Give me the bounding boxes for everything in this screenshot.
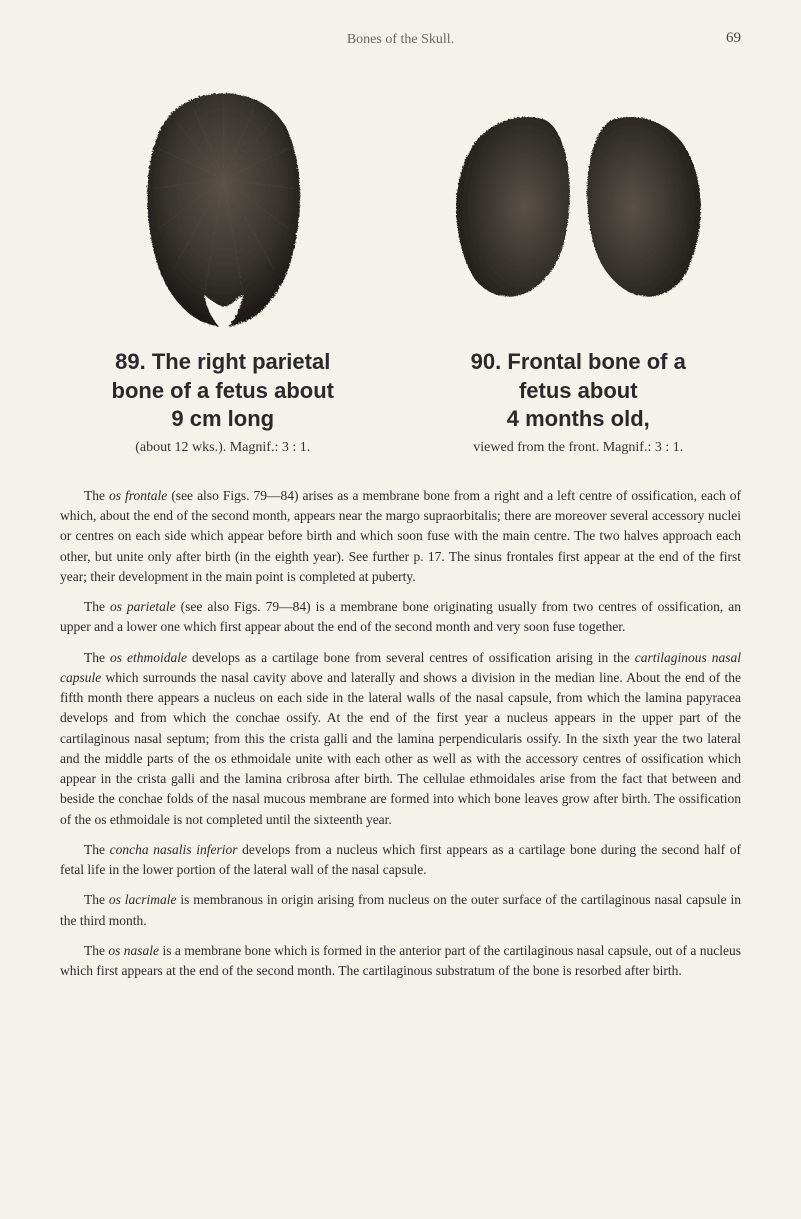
paragraph-3: The os ethmoidale develops as a cartilag… bbox=[60, 648, 741, 830]
frontal-bone-right-illustration bbox=[582, 103, 712, 303]
text-span: The bbox=[84, 892, 109, 907]
paragraph-2: The os parietale (see also Figs. 79—84) … bbox=[60, 597, 741, 638]
figure-number: 90. bbox=[471, 349, 502, 374]
text-span: is a membrane bone which is formed in th… bbox=[60, 943, 741, 978]
text-span: The bbox=[84, 488, 109, 503]
figure-right-caption: viewed from the front. Magnif.: 3 : 1. bbox=[416, 440, 742, 456]
text-span: The bbox=[84, 650, 110, 665]
figure-left-title: 89. The right parietal bone of a fetus a… bbox=[60, 348, 386, 434]
term-concha-nasalis-inferior: concha nasalis inferior bbox=[110, 842, 238, 857]
figure-title-line1: The right parietal bbox=[152, 349, 330, 374]
figure-right: 90. Frontal bone of a fetus about 4 mont… bbox=[416, 73, 742, 456]
figure-title-line3: 4 months old, bbox=[507, 406, 650, 431]
paragraph-1: The os frontale (see also Figs. 79—84) a… bbox=[60, 486, 741, 587]
paragraph-5: The os lacrimale is membranous in origin… bbox=[60, 890, 741, 931]
body-text: The os frontale (see also Figs. 79—84) a… bbox=[60, 486, 741, 982]
figure-left: 89. The right parietal bone of a fetus a… bbox=[60, 73, 386, 456]
figure-number: 89. bbox=[115, 349, 146, 374]
figure-left-image bbox=[60, 73, 386, 333]
figure-title-line2: bone of a fetus about bbox=[112, 378, 334, 403]
text-span: which surrounds the nasal cavity above a… bbox=[60, 670, 741, 827]
paragraph-6: The os nasale is a membrane bone which i… bbox=[60, 941, 741, 982]
term-os-frontale: os frontale bbox=[109, 488, 167, 503]
text-span: The bbox=[84, 943, 108, 958]
paragraph-4: The concha nasalis inferior develops fro… bbox=[60, 840, 741, 881]
text-span: develops as a cartilage bone from severa… bbox=[187, 650, 635, 665]
text-span: The bbox=[84, 842, 110, 857]
frontal-bone-left-illustration bbox=[444, 103, 574, 303]
term-os-ethmoidale: os ethmoidale bbox=[110, 650, 187, 665]
figure-title-line1: Frontal bone of a bbox=[507, 349, 685, 374]
figure-right-image bbox=[416, 73, 742, 333]
text-span: The bbox=[84, 599, 110, 614]
figures-row: 89. The right parietal bone of a fetus a… bbox=[60, 73, 741, 456]
page-number: 69 bbox=[726, 30, 741, 47]
figure-title-line2: fetus about bbox=[519, 378, 638, 403]
term-os-nasale: os nasale bbox=[108, 943, 159, 958]
page-header: Bones of the Skull. 69 bbox=[60, 30, 741, 48]
figure-title-line3: 9 cm long bbox=[171, 406, 274, 431]
term-os-lacrimale: os lacrimale bbox=[109, 892, 177, 907]
header-title: Bones of the Skull. bbox=[347, 32, 454, 48]
parietal-bone-illustration bbox=[123, 78, 323, 328]
term-os-parietale: os parietale bbox=[110, 599, 176, 614]
figure-left-caption: (about 12 wks.). Magnif.: 3 : 1. bbox=[60, 440, 386, 456]
figure-right-title: 90. Frontal bone of a fetus about 4 mont… bbox=[416, 348, 742, 434]
